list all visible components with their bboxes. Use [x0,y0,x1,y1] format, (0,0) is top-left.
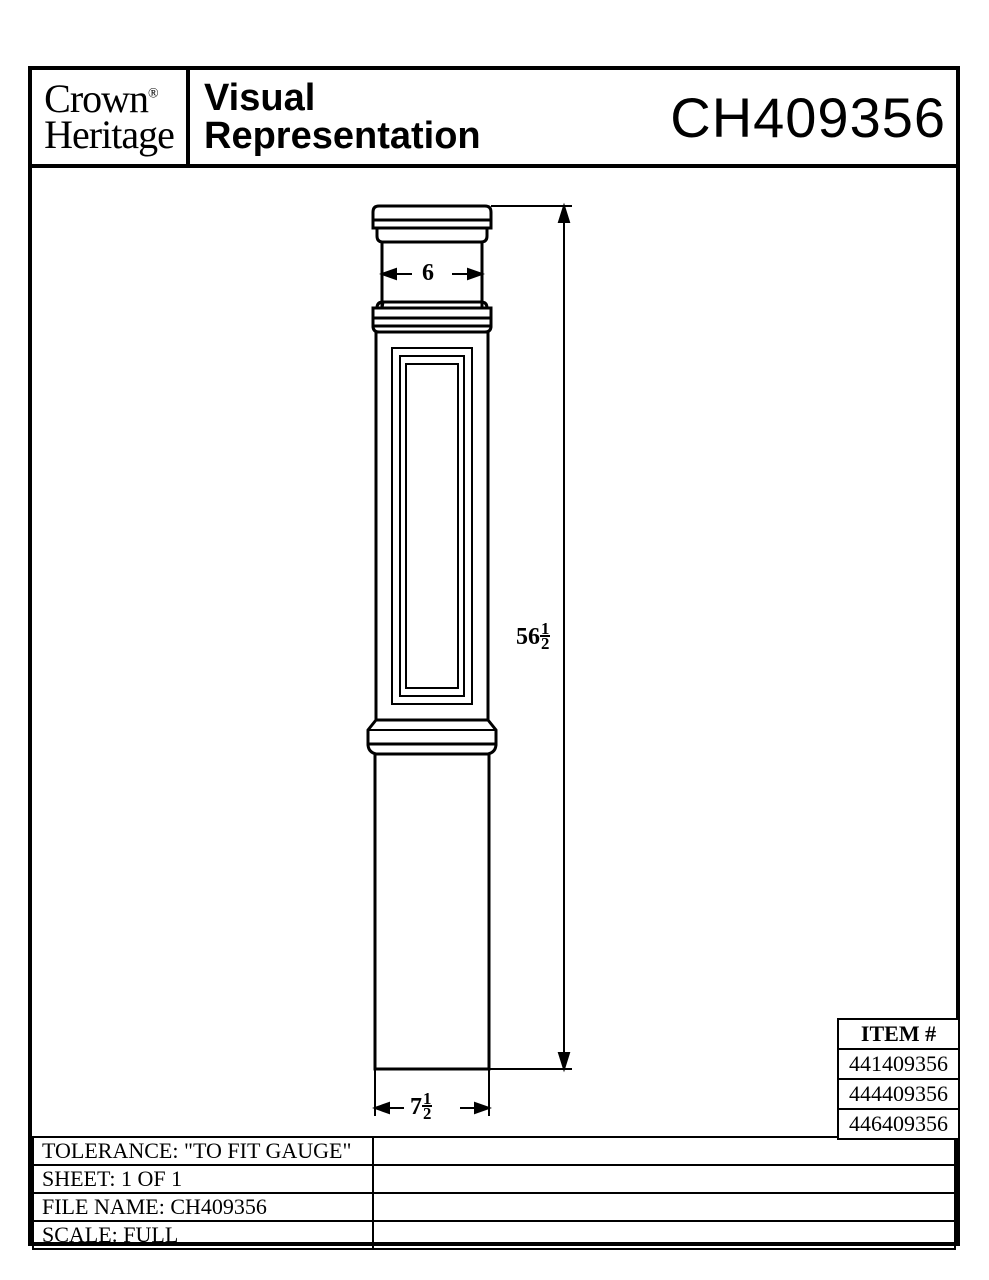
drawing-area: 6 5612 712 ITEM # 441409356 444409356 44… [32,168,956,1136]
drawing-title: Visual Representation [204,79,481,155]
dim-height-den: 2 [540,637,550,650]
dim-height-overall: 5612 [516,624,550,653]
logo-line2: Heritage [44,117,174,153]
title-cell: Visual Representation [190,79,670,155]
footer-table: TOLERANCE: "TO FIT GAUGE" SHEET: 1 OF 1 … [32,1136,956,1250]
newel-post-drawing [32,168,956,1136]
brand-logo: Crown® Heritage [44,81,174,153]
item-row: 446409356 [838,1109,959,1139]
footer-scale: SCALE: FULL [33,1221,373,1249]
part-number: CH409356 [670,85,956,150]
dim-base-whole: 7 [410,1094,422,1120]
dim-base-den: 2 [422,1107,432,1120]
footer-sheet: SHEET: 1 OF 1 [33,1165,373,1193]
dim-width-top-value: 6 [422,260,434,286]
dim-height-whole: 56 [516,624,540,650]
dim-width-base: 712 [410,1094,432,1123]
item-row: 444409356 [838,1079,959,1109]
footer-filename-value [373,1193,955,1221]
item-table-header: ITEM # [838,1019,959,1049]
drawing-sheet: Crown® Heritage Visual Representation CH… [28,66,960,1246]
footer-tolerance: TOLERANCE: "TO FIT GAUGE" [33,1137,373,1165]
title-line1: Visual [204,79,481,117]
registered-mark: ® [148,87,158,102]
footer-tolerance-value [373,1137,955,1165]
title-block-header: Crown® Heritage Visual Representation CH… [32,70,956,168]
footer-filename: FILE NAME: CH409356 [33,1193,373,1221]
dim-width-top: 6 [422,260,434,287]
item-number-table: ITEM # 441409356 444409356 446409356 [837,1018,960,1140]
item-row: 441409356 [838,1049,959,1079]
footer-scale-value [373,1221,955,1249]
logo-cell: Crown® Heritage [32,70,190,164]
footer-sheet-value [373,1165,955,1193]
title-line2: Representation [204,117,481,155]
